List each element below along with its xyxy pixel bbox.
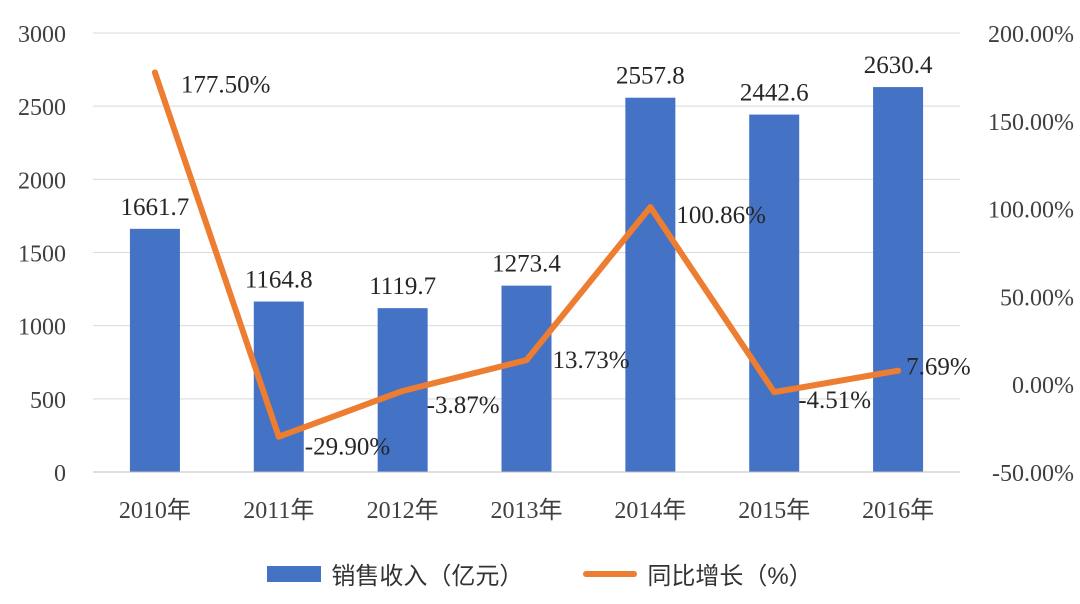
growth-point [895,367,902,374]
bar-data-labels: 1661.7 1164.8 1119.7 1273.4 2557.8 2442.6 2630… [121,52,933,300]
category-labels: 2010年 2011年 2012年 2013年 2014年 2015年 2016年 [119,497,934,524]
right-tick-label: 0.00% [1012,373,1074,399]
legend-label-sales: 销售收入（亿元） [331,563,524,590]
bar-data-label: 1273.4 [492,251,561,278]
growth-point [771,389,778,396]
bar-data-label: 1661.7 [121,194,190,221]
bar [129,228,180,472]
right-tick-label: -50.00% [992,461,1074,487]
line-data-label: 177.50% [181,72,271,99]
right-tick-label: 200.00% [988,22,1074,48]
category-label: 2010年 [119,497,191,524]
growth-line [151,69,902,440]
line-data-label: 100.86% [676,202,766,229]
category-label: 2014年 [614,497,686,524]
category-label: 2016年 [862,497,934,524]
left-tick-label: 1000 [18,315,66,341]
right-tick-label: 100.00% [988,198,1074,224]
legend-label-growth: 同比增长（%） [647,563,813,590]
left-tick-label: 0 [54,461,66,487]
left-tick-label: 2000 [18,168,66,194]
bar-data-label: 2630.4 [864,52,933,79]
bar-data-label: 2442.6 [740,80,809,107]
left-tick-label: 3000 [18,22,66,48]
legend-swatch-line [583,570,638,577]
bar [873,87,924,472]
growth-point [647,204,654,211]
category-label: 2015年 [738,497,810,524]
bar-data-label: 1164.8 [245,267,313,294]
legend-item-growth: 同比增长（%） [583,556,813,591]
bar [501,285,552,472]
legend-item-sales: 销售收入（亿元） [267,556,523,591]
right-tick-label: 50.00% [1000,285,1074,311]
legend-swatch-bar [267,565,322,582]
category-label: 2013年 [491,497,563,524]
line-data-label: -29.90% [305,434,390,461]
bar [749,114,800,473]
category-label: 2011年 [243,497,314,524]
legend: 销售收入（亿元） 同比增长（%） [0,556,1080,591]
bar [625,97,676,472]
left-tick-label: 2500 [18,95,66,121]
line-data-label: -3.87% [427,392,500,419]
line-data-label: 13.73% [553,347,630,374]
right-tick-label: 150.00% [988,110,1074,136]
bar-data-label: 1119.7 [369,273,436,300]
growth-point [151,69,158,76]
left-tick-label: 500 [30,388,66,414]
line-data-label: -4.51% [798,387,871,414]
line-data-labels: 177.50% -29.90% -3.87% 13.73% 100.86% -4.51% 7… [181,72,971,461]
left-tick-label: 1500 [18,242,66,268]
left-axis-ticks: 0 500 1000 1500 2000 2500 3000 [18,22,66,487]
growth-point [399,387,406,394]
gridlines [93,32,960,400]
bar-data-label: 2557.8 [616,63,685,90]
category-label: 2012年 [367,497,439,524]
growth-point [523,357,530,364]
growth-point [275,433,282,440]
right-axis-ticks: -50.00% 0.00% 50.00% 100.00% 150.00% 200.00% [988,22,1074,487]
line-data-label: 7.69% [906,354,971,381]
